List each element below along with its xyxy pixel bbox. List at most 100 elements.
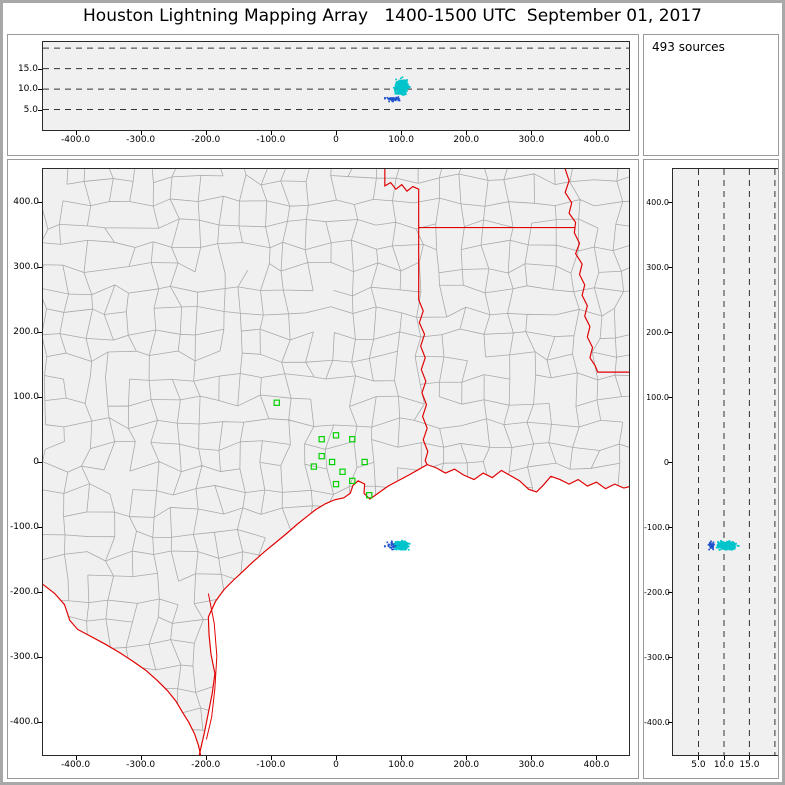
lightning-source-points [383, 539, 411, 551]
tick-mark [75, 756, 77, 760]
tick-mark [38, 89, 42, 91]
gulf-of-mexico [199, 464, 629, 755]
x-axis-tick-label: -300.0 [126, 760, 156, 770]
tick-mark [401, 131, 403, 135]
figure-title: Houston Lightning Mapping Array 1400-150… [83, 6, 702, 26]
y-axis-tick-label: 200.0 [646, 327, 669, 337]
x-axis-tick-label: -400.0 [61, 135, 91, 145]
x-axis-tick-label: -300.0 [126, 135, 156, 145]
tick-mark [38, 266, 42, 268]
map-canvas [43, 169, 629, 755]
tick-mark [668, 657, 672, 659]
tick-mark [668, 462, 672, 463]
tick-mark [466, 756, 468, 760]
x-axis-tick-label: 300.0 [518, 135, 545, 145]
x-axis-tick-label: 100.0 [388, 760, 414, 770]
tick-mark [668, 266, 672, 268]
tick-mark [38, 331, 42, 333]
tick-mark [38, 396, 42, 398]
coastline [198, 463, 629, 755]
y-axis-tick-label: 200.0 [13, 326, 39, 337]
tick-mark [38, 527, 42, 529]
x-axis-tick-label: -100.0 [256, 760, 286, 770]
y-axis-tick-label: -200.0 [9, 587, 39, 598]
source-count-label: 493 sources [652, 40, 725, 54]
tick-mark [668, 722, 672, 724]
mississippi-river-border [564, 169, 629, 373]
tick-mark [668, 331, 672, 333]
x-axis-tick-label: 300.0 [518, 760, 545, 770]
barrier-island [205, 593, 218, 740]
rio-grande-border [43, 583, 202, 755]
tick-mark [723, 756, 725, 760]
x-axis-tick-label: 200.0 [453, 760, 480, 770]
x-axis-tick-label: 0 [333, 760, 339, 770]
altitude-tick-label: 15.0 [17, 63, 38, 74]
y-axis-tick-label: -400.0 [9, 717, 39, 728]
x-axis-tick-label: 400.0 [583, 135, 610, 145]
tick-mark [38, 68, 42, 70]
y-axis-tick-label: -200.0 [644, 588, 670, 598]
altitude-tick-label: 5.0 [691, 760, 706, 770]
altitude-east-west-panel: -400.0 -300.0 -200.0 -100.0 0 100.0 200.0 300.0… [7, 34, 639, 156]
x-axis-tick-label: 200.0 [453, 135, 480, 145]
tick-mark [38, 657, 42, 659]
y-axis-tick-label: 0 [663, 458, 669, 467]
y-axis-tick-label: -100.0 [9, 522, 39, 533]
x-axis-tick-label: -100.0 [256, 135, 286, 145]
tick-mark [205, 756, 207, 760]
tick-mark [38, 109, 42, 111]
tick-mark [140, 131, 142, 135]
altitude-tick-label: 15.0 [739, 760, 760, 770]
tick-mark [596, 131, 598, 135]
lightning-sources-ew [43, 47, 629, 110]
plan-view-map-panel: -400.0 -400.0 -300.0 -300.0 -200.0 -200.0 -100… [7, 159, 639, 779]
tick-mark [531, 131, 533, 135]
tick-mark [270, 131, 272, 135]
tick-mark [140, 756, 142, 760]
tick-mark [38, 592, 42, 594]
mexico-region [43, 584, 201, 755]
altitude-north-south-panel: -400.0 -300.0 -200.0 -100.0 0 100.0 200.0 300.0… [643, 159, 779, 779]
x-axis-tick-label: 400.0 [583, 760, 610, 770]
y-axis-tick-label: 400.0 [13, 196, 39, 207]
texas-louisiana-arkansas-border [384, 169, 429, 465]
y-axis-tick-label: 400.0 [646, 197, 669, 207]
tick-mark [38, 722, 42, 724]
tick-mark [38, 462, 42, 463]
x-axis-tick-label: 0 [333, 135, 339, 145]
x-axis-tick-label: 100.0 [388, 135, 414, 145]
tick-mark [668, 592, 672, 594]
x-axis-tick-label: -200.0 [191, 135, 221, 145]
tick-mark [336, 131, 337, 135]
tick-mark [38, 201, 42, 203]
plan-view-map-plot [42, 168, 630, 756]
tick-mark [668, 396, 672, 398]
y-axis-tick-label: -300.0 [644, 653, 670, 663]
tick-mark [668, 527, 672, 529]
tick-mark [401, 756, 403, 760]
y-axis-tick-label: -400.0 [644, 718, 670, 728]
y-axis-tick-label: 300.0 [13, 261, 39, 272]
y-axis-tick-label: 100.0 [646, 392, 669, 402]
y-axis-tick-label: -100.0 [644, 523, 670, 533]
altitude-tick-label: 5.0 [23, 104, 38, 115]
altitude-east-west-plot [42, 41, 630, 131]
altitude-tick-label: 10.0 [713, 760, 734, 770]
tick-mark [336, 756, 337, 760]
y-axis-tick-label: 0 [33, 457, 39, 467]
tick-mark [466, 131, 468, 135]
y-axis-tick-label: 300.0 [646, 262, 669, 272]
altitude-north-south-canvas [698, 169, 776, 755]
x-axis-tick-label: -400.0 [61, 760, 91, 770]
tick-mark [75, 131, 77, 135]
tick-mark [205, 131, 207, 135]
y-axis-tick-label: -300.0 [9, 652, 39, 663]
tick-mark [698, 756, 700, 760]
lightning-sources-ns [698, 169, 776, 755]
source-count-panel: 493 sources [643, 34, 779, 156]
x-axis-tick-label: -200.0 [191, 760, 221, 770]
altitude-tick-label: 10.0 [17, 84, 38, 95]
station-markers [273, 399, 373, 499]
